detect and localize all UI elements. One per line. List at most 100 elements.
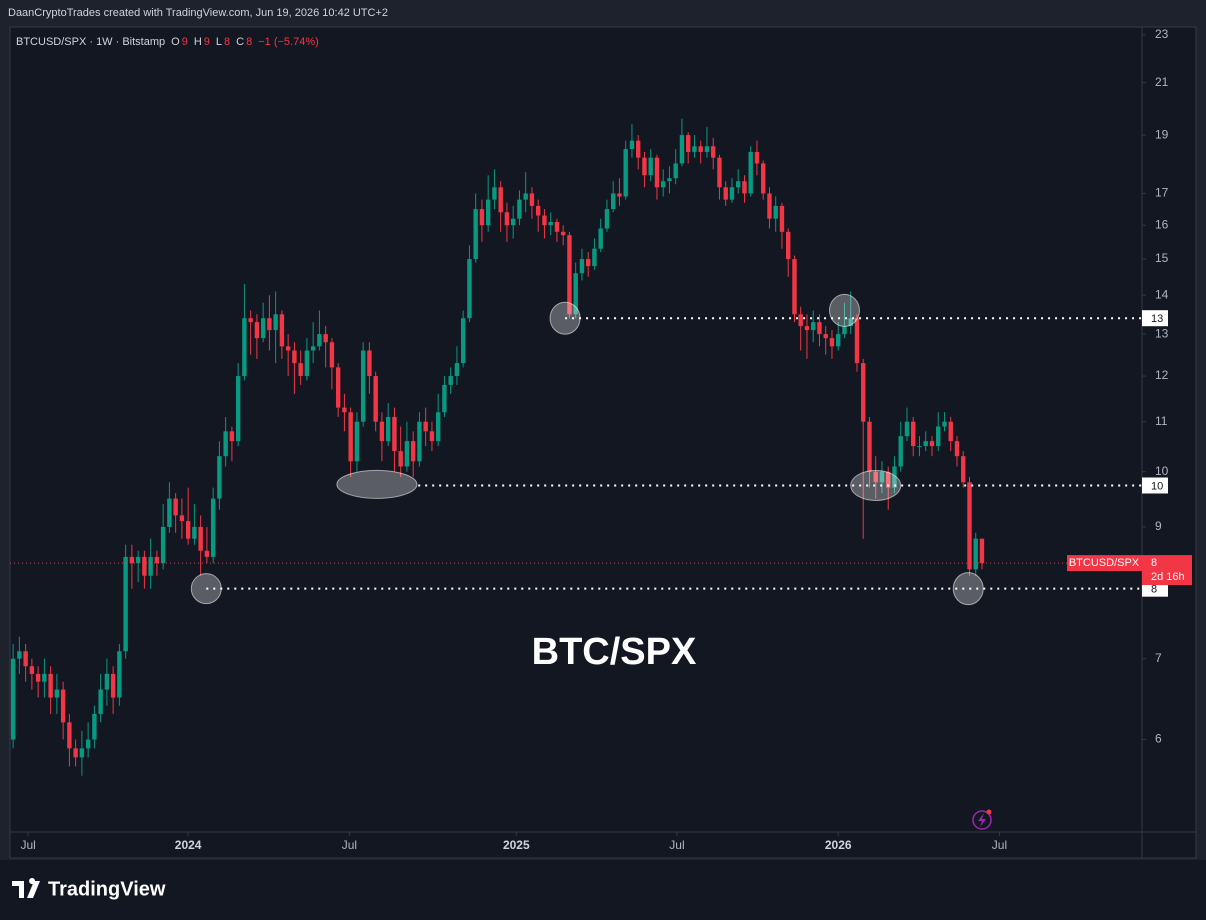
candle-body xyxy=(567,235,572,315)
candle-body xyxy=(367,350,372,377)
candle-body xyxy=(723,187,728,200)
candle-body xyxy=(354,421,360,462)
candle-body xyxy=(435,412,441,442)
candle-body xyxy=(373,376,378,422)
candle-body xyxy=(167,498,172,527)
x-tick-label: Jul xyxy=(992,838,1007,852)
candle-body xyxy=(298,363,303,377)
candle-body xyxy=(235,376,241,442)
highlight-circle xyxy=(828,293,860,327)
candle-body xyxy=(248,318,253,323)
candle-body xyxy=(979,538,985,564)
candle-body xyxy=(779,205,785,232)
candle-body xyxy=(748,151,753,194)
candle-body xyxy=(460,318,466,364)
candle-body xyxy=(535,205,541,216)
candle-body xyxy=(517,199,522,219)
y-tick-label: 14 xyxy=(1155,287,1169,301)
candle-body xyxy=(179,515,185,522)
candle-body xyxy=(129,556,135,564)
legend-value: 9 xyxy=(204,36,210,48)
candle-body xyxy=(148,556,153,576)
candle-body xyxy=(923,441,928,447)
candle-body xyxy=(886,471,891,488)
candle-body xyxy=(554,221,560,232)
candle-body xyxy=(185,521,191,539)
candle-body xyxy=(811,322,816,331)
candle-body xyxy=(454,363,460,377)
candle-body xyxy=(504,212,510,226)
candle-body xyxy=(660,181,666,188)
candle-body xyxy=(635,140,641,158)
x-tick-label: 2024 xyxy=(175,838,202,852)
x-tick-label: Jul xyxy=(342,838,357,852)
candle-body xyxy=(304,350,310,377)
candle-body xyxy=(848,318,853,327)
candle-body xyxy=(754,151,760,164)
candle-body xyxy=(329,342,335,368)
candle-body xyxy=(954,441,960,457)
candle-body xyxy=(323,334,328,343)
x-tick-label: Jul xyxy=(20,838,35,852)
candle-body xyxy=(29,666,35,674)
candle-body xyxy=(117,651,122,698)
candle-body xyxy=(273,314,278,331)
candle-body xyxy=(267,318,272,331)
candle-body xyxy=(442,384,447,413)
legend-value: 9 xyxy=(182,36,188,48)
candle-body xyxy=(10,658,16,740)
candle-body xyxy=(423,421,428,432)
candle-body xyxy=(198,526,203,551)
candle-body xyxy=(573,273,578,315)
y-tick-label: 11 xyxy=(1155,414,1168,428)
price-tag-countdown: 2d 16h xyxy=(1151,571,1185,583)
candle-body xyxy=(917,446,922,448)
candle-body xyxy=(717,157,722,188)
candle-body xyxy=(73,748,78,758)
candle-body xyxy=(217,456,222,499)
candle-body xyxy=(911,421,916,447)
candle-body xyxy=(879,471,885,483)
candle-body xyxy=(492,187,497,200)
candle-body xyxy=(154,556,160,564)
tradingview-logo xyxy=(12,878,40,898)
highlight-circle xyxy=(952,572,984,606)
candle-body xyxy=(617,193,622,197)
candle-body xyxy=(485,199,491,226)
candle-body xyxy=(942,421,947,427)
candle-body xyxy=(260,318,266,339)
y-tick-label: 17 xyxy=(1155,186,1169,200)
candle-body xyxy=(898,436,903,467)
candle-body xyxy=(817,322,822,335)
candle-body xyxy=(604,209,610,229)
legend-key: L xyxy=(216,36,222,48)
candle-body xyxy=(836,334,841,347)
candle-body xyxy=(123,556,128,652)
candle-body xyxy=(829,338,835,347)
candle-body xyxy=(479,209,485,226)
candle-body xyxy=(42,673,47,682)
candle-body xyxy=(786,231,791,260)
candle-body xyxy=(254,322,260,339)
candle-body xyxy=(929,441,935,447)
candle-body xyxy=(385,416,391,442)
price-tag-name: BTCUSD/SPX xyxy=(1069,557,1140,569)
candle-body xyxy=(873,471,878,483)
candle-body xyxy=(867,421,872,472)
x-tick-label: 2026 xyxy=(825,838,852,852)
candle-body xyxy=(104,673,110,690)
candle-body xyxy=(904,421,910,437)
y-tick-label: 7 xyxy=(1155,651,1162,665)
y-tick-label: 12 xyxy=(1155,368,1169,382)
candle-body xyxy=(410,441,416,462)
candle-body xyxy=(379,421,385,442)
candle-body xyxy=(579,259,585,274)
candle-body xyxy=(342,407,347,413)
candle-body xyxy=(79,748,85,758)
y-tick-label: 23 xyxy=(1155,27,1169,41)
level-tag xyxy=(1142,310,1168,327)
candle-body xyxy=(698,146,703,152)
candle-body xyxy=(560,231,566,236)
candle-body xyxy=(642,157,647,176)
